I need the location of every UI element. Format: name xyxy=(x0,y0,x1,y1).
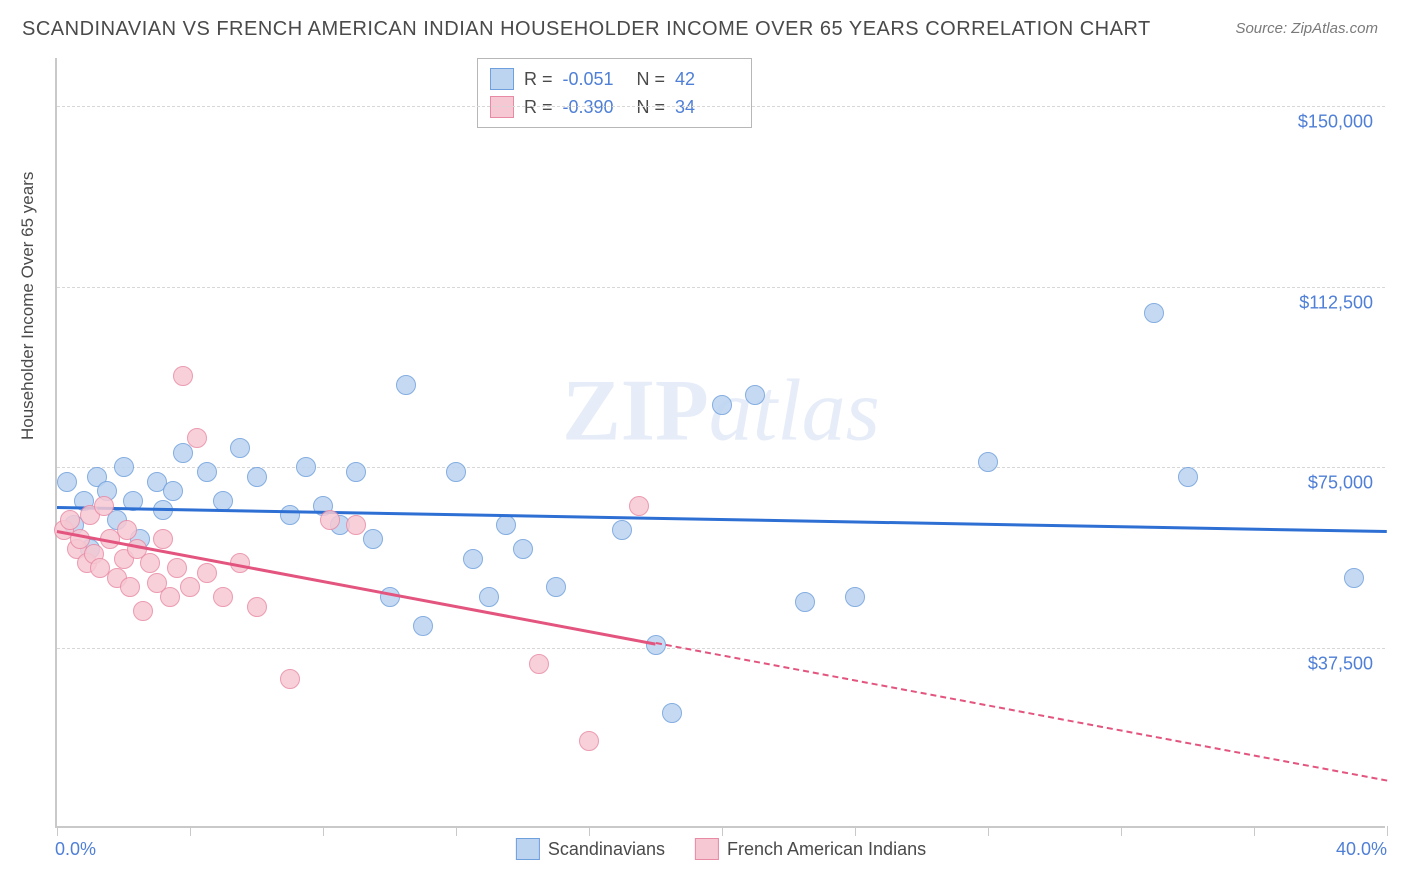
legend-label-0: Scandinavians xyxy=(548,839,665,860)
n-label: N = xyxy=(637,69,666,90)
stats-row-series-0: R = -0.051 N = 42 xyxy=(490,65,739,93)
x-tick xyxy=(456,826,457,836)
data-point xyxy=(60,510,80,530)
data-point xyxy=(629,496,649,516)
x-tick xyxy=(855,826,856,836)
x-tick xyxy=(1387,826,1388,836)
x-tick xyxy=(190,826,191,836)
data-point xyxy=(163,481,183,501)
x-tick xyxy=(323,826,324,836)
data-point xyxy=(845,587,865,607)
data-point xyxy=(413,616,433,636)
data-point xyxy=(160,587,180,607)
data-point xyxy=(1344,568,1364,588)
data-point xyxy=(187,428,207,448)
gridline xyxy=(57,106,1385,107)
y-axis-title: Householder Income Over 65 years xyxy=(18,172,38,440)
r-value-0: -0.051 xyxy=(563,69,627,90)
gridline xyxy=(57,287,1385,288)
trend-line xyxy=(57,506,1387,533)
data-point xyxy=(197,462,217,482)
x-tick xyxy=(988,826,989,836)
r-label: R = xyxy=(524,69,553,90)
swatch-series-1-b xyxy=(695,838,719,860)
x-tick xyxy=(589,826,590,836)
data-point xyxy=(745,385,765,405)
x-tick xyxy=(1254,826,1255,836)
data-point xyxy=(247,597,267,617)
data-point xyxy=(346,515,366,535)
data-point xyxy=(140,553,160,573)
y-tick-label: $150,000 xyxy=(1298,112,1373,133)
data-point xyxy=(978,452,998,472)
gridline xyxy=(57,648,1385,649)
n-value-0: 42 xyxy=(675,69,739,90)
data-point xyxy=(280,669,300,689)
y-tick-label: $75,000 xyxy=(1308,473,1373,494)
data-point xyxy=(133,601,153,621)
swatch-series-0-b xyxy=(516,838,540,860)
data-point xyxy=(662,703,682,723)
data-point xyxy=(57,472,77,492)
data-point xyxy=(114,457,134,477)
data-point xyxy=(380,587,400,607)
legend-item-0: Scandinavians xyxy=(516,838,665,860)
data-point xyxy=(120,577,140,597)
data-point xyxy=(1144,303,1164,323)
data-point xyxy=(296,457,316,477)
data-point xyxy=(579,731,599,751)
y-tick-label: $37,500 xyxy=(1308,653,1373,674)
stats-legend: R = -0.051 N = 42 R = -0.390 N = 34 xyxy=(477,58,752,128)
data-point xyxy=(197,563,217,583)
data-point xyxy=(213,491,233,511)
swatch-series-0 xyxy=(490,68,514,90)
data-point xyxy=(546,577,566,597)
data-point xyxy=(320,510,340,530)
chart-title: SCANDINAVIAN VS FRENCH AMERICAN INDIAN H… xyxy=(22,18,1151,41)
data-point xyxy=(363,529,383,549)
data-point xyxy=(180,577,200,597)
data-point xyxy=(94,496,114,516)
series-legend: Scandinavians French American Indians xyxy=(516,838,926,860)
source-attribution: Source: ZipAtlas.com xyxy=(1235,20,1378,37)
data-point xyxy=(463,549,483,569)
data-point xyxy=(117,520,137,540)
trend-line xyxy=(655,642,1387,782)
data-point xyxy=(230,438,250,458)
data-point xyxy=(213,587,233,607)
scatter-plot-area: ZIPatlas R = -0.051 N = 42 R = -0.390 N … xyxy=(55,58,1385,828)
trend-line xyxy=(57,530,656,645)
data-point xyxy=(1178,467,1198,487)
legend-item-1: French American Indians xyxy=(695,838,926,860)
data-point xyxy=(712,395,732,415)
data-point xyxy=(167,558,187,578)
x-axis-min-label: 0.0% xyxy=(55,839,96,860)
data-point xyxy=(280,505,300,525)
x-tick xyxy=(722,826,723,836)
x-tick xyxy=(57,826,58,836)
y-tick-label: $112,500 xyxy=(1299,292,1373,313)
data-point xyxy=(173,366,193,386)
data-point xyxy=(496,515,516,535)
data-point xyxy=(479,587,499,607)
data-point xyxy=(446,462,466,482)
data-point xyxy=(346,462,366,482)
data-point xyxy=(612,520,632,540)
legend-label-1: French American Indians xyxy=(727,839,926,860)
data-point xyxy=(153,529,173,549)
data-point xyxy=(396,375,416,395)
data-point xyxy=(247,467,267,487)
x-axis-max-label: 40.0% xyxy=(1336,839,1387,860)
data-point xyxy=(529,654,549,674)
data-point xyxy=(795,592,815,612)
data-point xyxy=(513,539,533,559)
x-tick xyxy=(1121,826,1122,836)
